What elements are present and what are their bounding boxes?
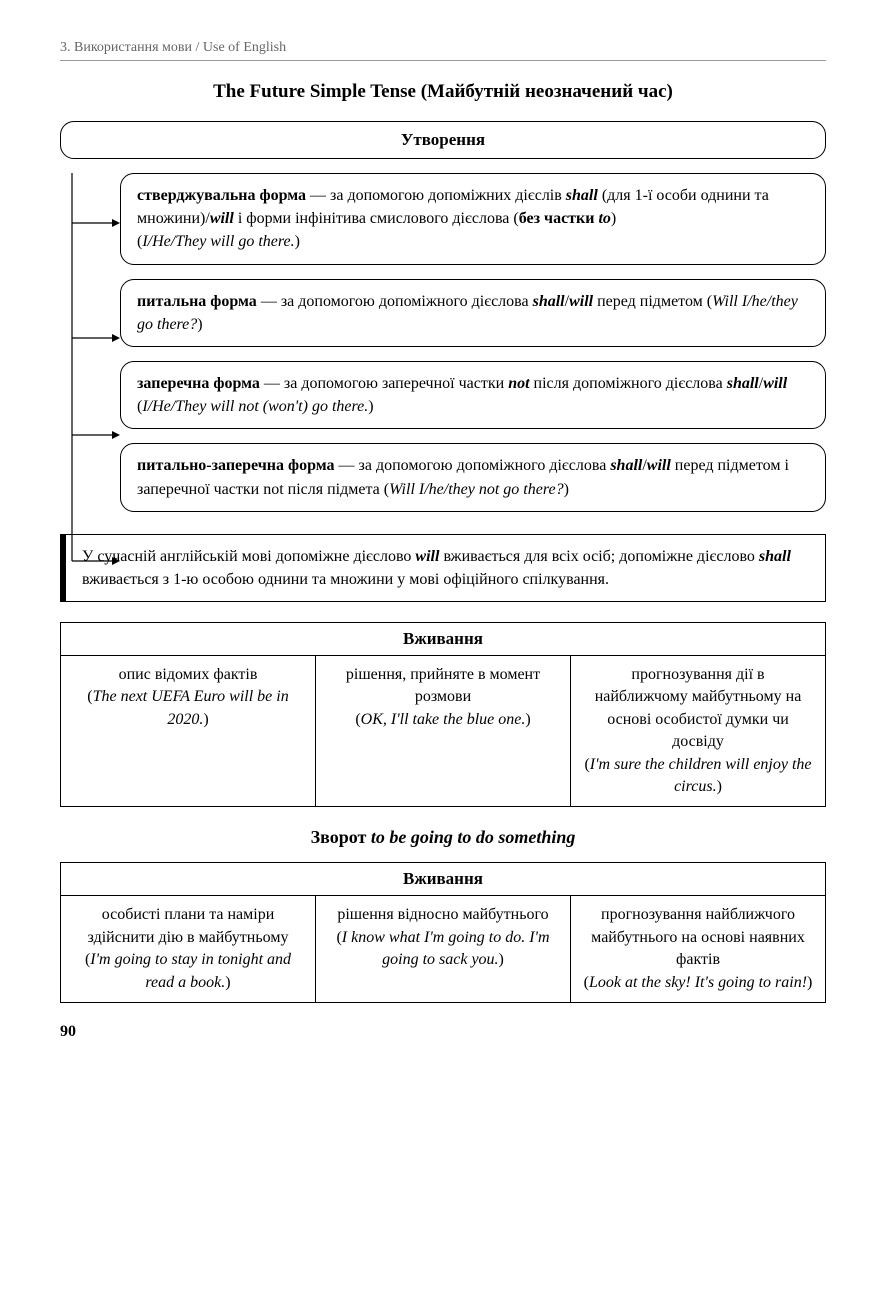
flow-box-interrogative: питальна форма — за допомогою допоміжног…: [120, 279, 826, 347]
note-box: У сучасній англійській мові допоміжне ді…: [60, 534, 826, 602]
usage1-cell-0: опис відомих фактів(The next UEFA Euro w…: [61, 656, 316, 807]
usage1-heading: Вживання: [61, 623, 826, 656]
page-number: 90: [60, 1023, 826, 1041]
flow-box-negative: заперечна форма — за допомогою заперечно…: [120, 361, 826, 429]
sub-title-prefix: Зворот: [311, 827, 371, 847]
flow-box-neg-interrogative: питально-заперечна форма — за допомогою …: [120, 443, 826, 511]
chapter-header: 3. Використання мови / Use of English: [60, 40, 826, 61]
chapter-label: 3. Використання мови / Use of English: [60, 40, 286, 55]
usage1-cell-1: рішення, прийняте в момент розмови(OK, I…: [316, 656, 571, 807]
usage-table-1: Вживання опис відомих фактів(The next UE…: [60, 622, 826, 807]
main-title: The Future Simple Tense (Майбутній неозн…: [60, 81, 826, 103]
usage-table-2: Вживання особисті плани та наміри здійсн…: [60, 862, 826, 1003]
flow-heading: Утворення: [60, 121, 826, 159]
sub-title-italic: to be going to do something: [371, 827, 576, 847]
flow-diagram: Утворення стверджувальна форма — за допо…: [60, 121, 826, 512]
flow-items: стверджувальна форма — за допомогою допо…: [120, 173, 826, 512]
sub-title: Зворот to be going to do something: [60, 827, 826, 848]
flow-connector-rail: [60, 173, 120, 512]
flow-arrows-svg: [60, 173, 120, 593]
flow-body: стверджувальна форма — за допомогою допо…: [60, 173, 826, 512]
flow-box-affirmative: стверджувальна форма — за допомогою допо…: [120, 173, 826, 265]
page: 3. Використання мови / Use of English Th…: [0, 0, 886, 1071]
usage2-heading: Вживання: [61, 863, 826, 896]
usage2-cell-2: прогнозування найближчого майбутнього на…: [571, 896, 826, 1003]
usage1-cell-2: прогнозування дії в найближчому майбутнь…: [571, 656, 826, 807]
usage2-cell-1: рішення відносно майбутнього(I know what…: [316, 896, 571, 1003]
usage2-cell-0: особисті плани та наміри здійснити дію в…: [61, 896, 316, 1003]
